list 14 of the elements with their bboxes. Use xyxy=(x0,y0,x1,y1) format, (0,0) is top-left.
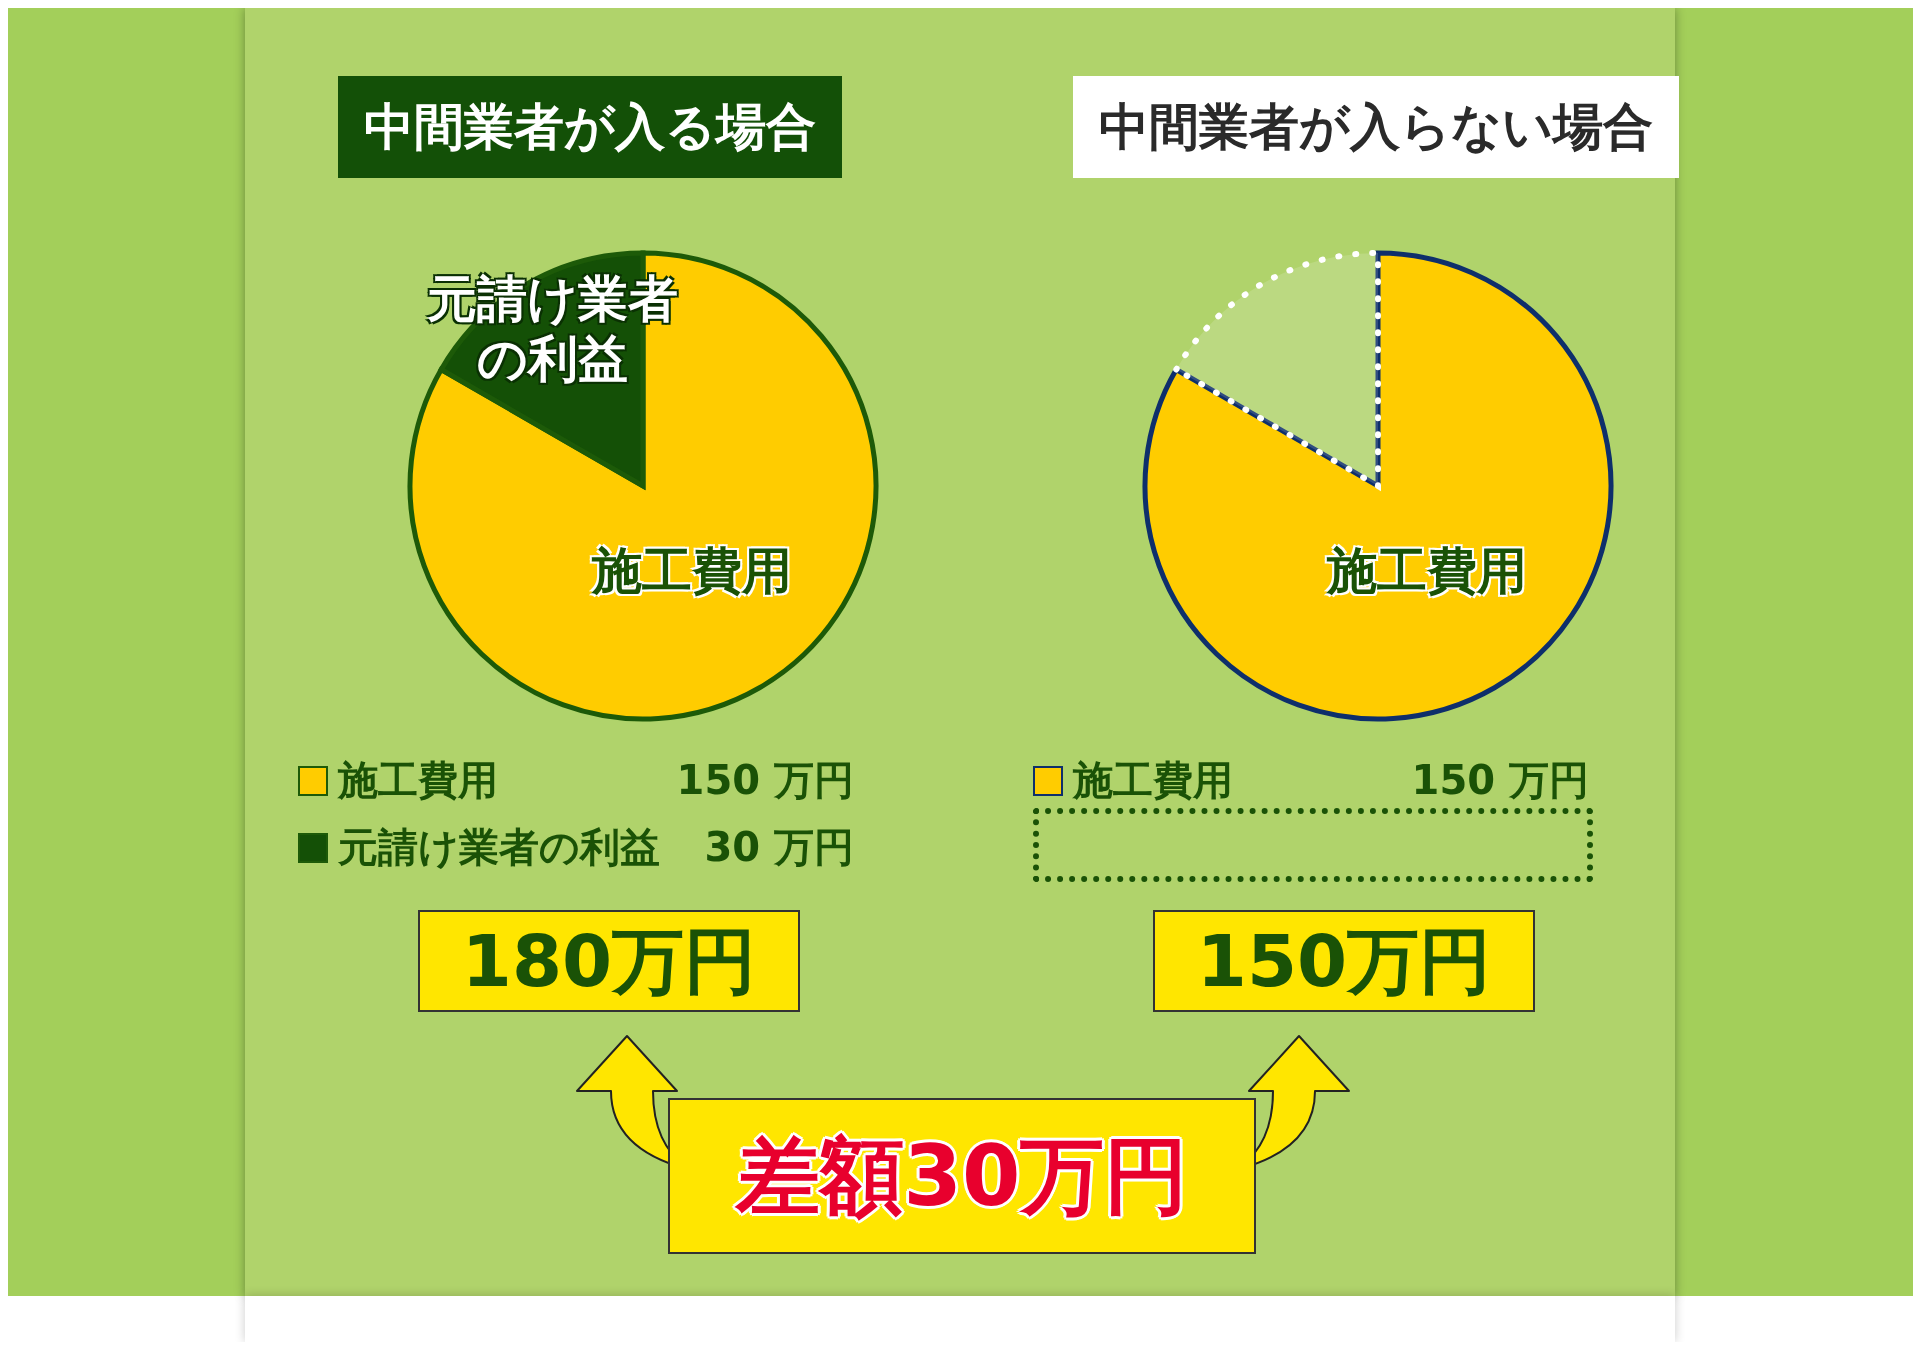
slice-label: 施工費用 xyxy=(591,540,792,601)
data-label: 30 万円 xyxy=(704,823,854,872)
chart-title: 中間業者が入る場合 xyxy=(338,76,842,178)
legend-label: 元請け業者の利益 xyxy=(337,823,660,872)
text: 150万円 xyxy=(1196,919,1492,1003)
legend-label: 施工費用 xyxy=(336,756,498,805)
text: 180万円 xyxy=(461,919,757,1003)
slice-label: 施工費用 xyxy=(1326,540,1527,601)
pie-slice xyxy=(407,250,879,722)
data-label: 150 万円 xyxy=(1411,756,1589,805)
text: 差額30万円 xyxy=(670,1100,1254,1252)
data-label: 150 万円 xyxy=(676,756,854,805)
legend-label: 施工費用 xyxy=(1071,756,1233,805)
chart-title: 中間業者が入らない場合 xyxy=(1073,76,1679,178)
